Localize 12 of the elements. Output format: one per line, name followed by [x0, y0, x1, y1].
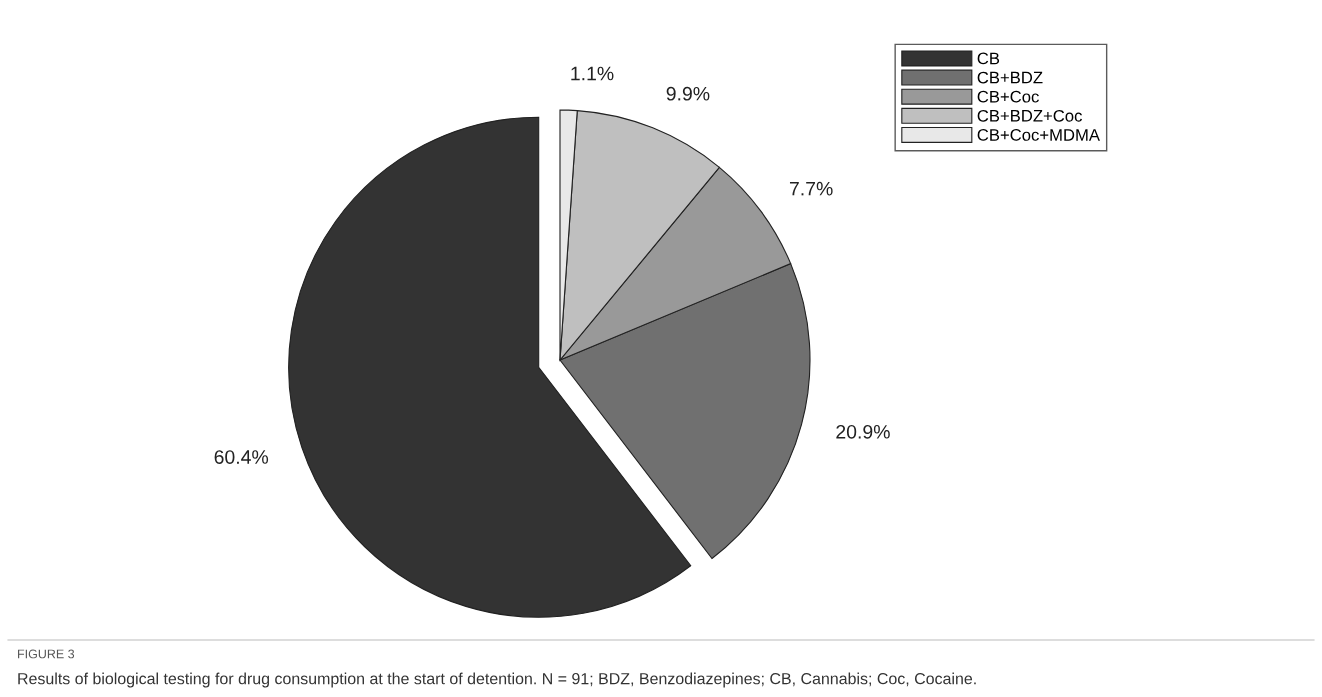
caption: FIGURE 3 — [18, 649, 75, 659]
data-label: 20.9% — [836, 424, 890, 439]
legend-label: CB+Coc — [977, 90, 1039, 103]
legend-label: CB+Coc+MDMA — [977, 129, 1100, 141]
data-label: 9.9% — [666, 86, 710, 101]
text: Results of biological testing for drug consumption at the start of detention. N = 91; BDZ, Benzodiazepines; CB, Cannabis; Coc, Cocaine. — [18, 672, 976, 688]
legend-label: CB — [977, 52, 1000, 65]
data-label: 7.7% — [789, 181, 833, 196]
data-label: 60.4% — [214, 450, 269, 464]
legend-label: CB+BDZ — [977, 71, 1043, 84]
data-label: 1.1% — [571, 66, 614, 81]
legend-label: CB+BDZ+Coc — [977, 109, 1082, 122]
